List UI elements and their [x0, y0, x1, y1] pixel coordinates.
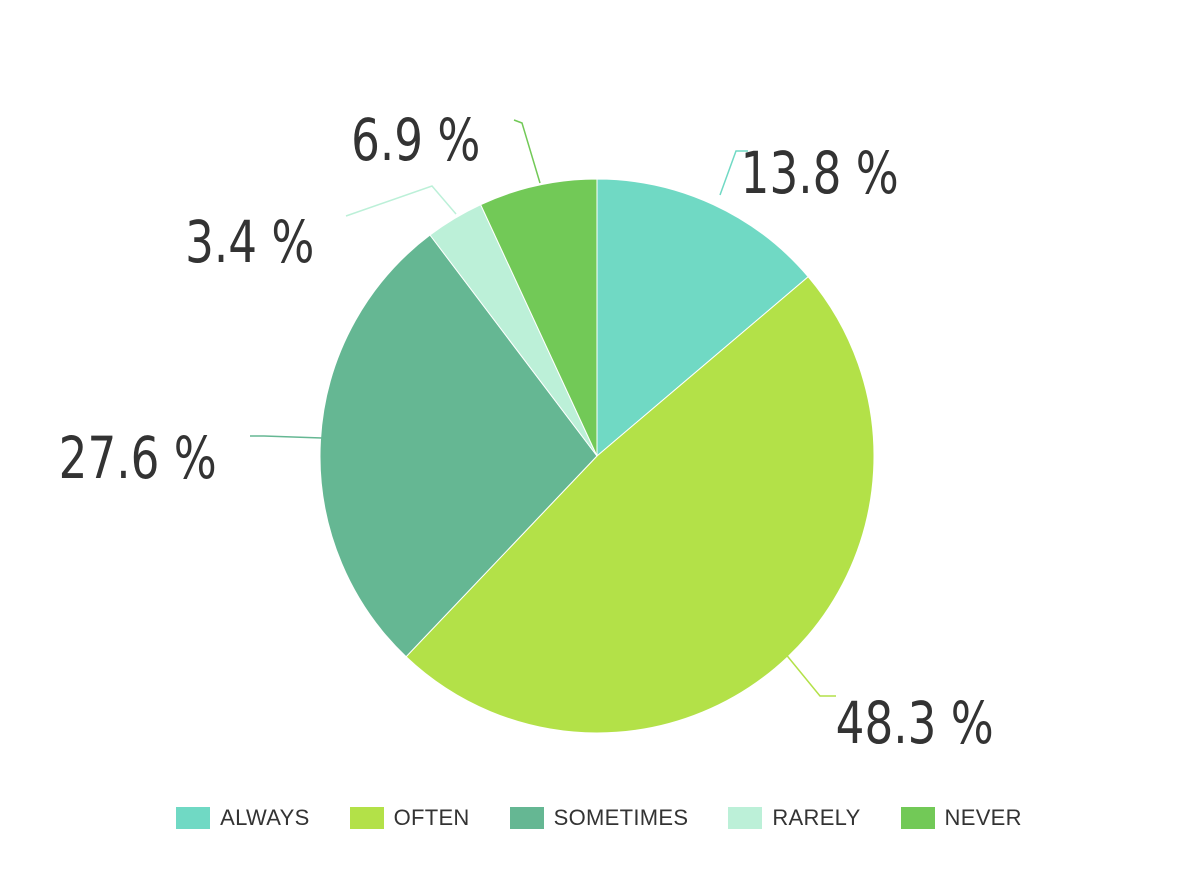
leader-line-often — [783, 651, 836, 697]
leader-line-sometimes — [250, 435, 323, 439]
legend-item-never[interactable]: NEVER — [900, 805, 1022, 831]
legend: ALWAYS OFTEN SOMETIMES RARELY NEVER — [0, 800, 1198, 836]
pie-slice-sometimes[interactable] — [319, 234, 598, 658]
legend-swatch-often — [349, 807, 384, 829]
legend-item-always[interactable]: ALWAYS — [176, 805, 309, 831]
legend-swatch-sometimes — [509, 807, 544, 829]
legend-swatch-rarely — [728, 807, 763, 829]
legend-swatch-always — [176, 807, 211, 829]
pie-slice-always[interactable] — [596, 178, 809, 458]
data-label-sometimes: 27.6 % — [59, 426, 217, 493]
leader-line-never — [513, 119, 541, 184]
legend-label-rarely: RARELY — [772, 805, 861, 830]
pie-slices — [319, 178, 875, 734]
legend-label-always: ALWAYS — [220, 805, 310, 830]
legend-item-often[interactable]: OFTEN — [349, 805, 470, 831]
data-label-often: 48.3 % — [836, 691, 994, 758]
leader-line-always — [719, 150, 748, 196]
data-labels: 13.8 % 48.3 % 27.6 % 3.4 % 6.9 % — [59, 108, 994, 758]
legend-label-often: OFTEN — [393, 805, 470, 830]
legend-swatch-never — [900, 807, 935, 829]
legend-label-never: NEVER — [944, 805, 1022, 830]
legend-item-rarely[interactable]: RARELY — [728, 805, 860, 831]
data-label-always: 13.8 % — [741, 141, 899, 208]
data-label-rarely: 3.4 % — [185, 210, 314, 277]
pie-slice-often[interactable] — [405, 276, 875, 734]
leader-lines — [250, 119, 836, 697]
legend-label-sometimes: SOMETIMES — [553, 805, 689, 830]
legend-item-sometimes[interactable]: SOMETIMES — [509, 805, 689, 831]
leader-line-rarely — [345, 185, 457, 217]
data-label-never: 6.9 % — [351, 108, 480, 175]
pie-slice-never[interactable] — [479, 178, 598, 457]
